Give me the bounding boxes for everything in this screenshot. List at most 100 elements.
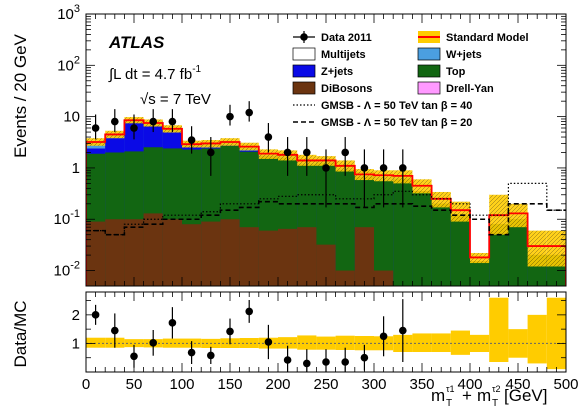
band-segment bbox=[546, 230, 566, 267]
y-axis-label: Events / 20 GeV bbox=[11, 33, 30, 157]
stack-bar bbox=[162, 219, 182, 286]
y-tick-label: 103 bbox=[57, 3, 80, 23]
ratio-point bbox=[149, 330, 157, 356]
ratio-point bbox=[168, 307, 177, 339]
data-point bbox=[187, 126, 196, 154]
ratio-point bbox=[207, 346, 215, 364]
stack-bar bbox=[86, 221, 106, 286]
ratio-y-axis-label: Data/MC bbox=[11, 300, 30, 367]
stack-bar bbox=[105, 219, 125, 286]
data-point bbox=[245, 101, 253, 122]
data-point bbox=[360, 149, 369, 208]
ratio-band-segment bbox=[335, 335, 355, 350]
svg-text:m: m bbox=[477, 386, 491, 405]
stack-bar bbox=[297, 227, 317, 286]
x-tick-label: 150 bbox=[217, 376, 242, 393]
ratio-band-segment bbox=[527, 314, 547, 364]
svg-text:T: T bbox=[446, 398, 452, 409]
svg-text:[GeV]: [GeV] bbox=[504, 386, 547, 405]
data-point bbox=[111, 109, 119, 133]
ratio-band-segment bbox=[489, 297, 509, 362]
legend-item: Drell-Yan bbox=[417, 81, 494, 95]
legend-label: Multijets bbox=[321, 49, 366, 61]
ratio-plot: 1 2 0 50 100 150 200 250 300 350 400 450 500 bbox=[72, 291, 579, 393]
legend-label: DiBosons bbox=[321, 83, 372, 95]
data-point bbox=[303, 137, 311, 176]
x-tick-label: 350 bbox=[409, 376, 434, 393]
ratio-point bbox=[399, 299, 407, 362]
ratio-band-segment bbox=[450, 330, 470, 355]
svg-text:T: T bbox=[492, 398, 498, 409]
svg-text:τ2: τ2 bbox=[492, 384, 501, 394]
legend-label: GMSB - Λ = 50 TeV tan β = 40 bbox=[321, 100, 472, 112]
legend-item: GMSB - Λ = 50 TeV tan β = 20 bbox=[293, 117, 472, 129]
data-point bbox=[283, 137, 292, 176]
stack-bar bbox=[374, 270, 394, 286]
y-tick-label: 1 bbox=[72, 160, 80, 177]
ratio-band-segment bbox=[162, 338, 182, 348]
stack-bar bbox=[431, 203, 451, 286]
ratio-point bbox=[264, 324, 273, 360]
ratio-point bbox=[226, 318, 234, 345]
stack-bar bbox=[470, 261, 490, 286]
stack-bar bbox=[143, 213, 163, 286]
legend-label: Standard Model bbox=[446, 32, 529, 44]
band-segment bbox=[527, 230, 547, 267]
data-point bbox=[264, 123, 273, 153]
legend-label: Drell-Yan bbox=[446, 83, 494, 95]
y-tick-label: 10-1 bbox=[54, 208, 80, 228]
stack-bar bbox=[258, 230, 278, 286]
x-tick-label: 50 bbox=[126, 376, 143, 393]
legend-item: Z+jets bbox=[292, 64, 353, 78]
y-tick-label: 102 bbox=[57, 54, 80, 74]
stack-dibosons bbox=[86, 213, 394, 286]
legend-item: GMSB - Λ = 50 TeV tan β = 40 bbox=[293, 100, 472, 112]
annotations: ATLAS ∫L dt = 4.7 fb-1 √s = 7 TeV bbox=[108, 33, 211, 108]
ratio-band-segment bbox=[546, 297, 566, 370]
ratio-band-segment bbox=[431, 333, 451, 352]
ratio-band-segment bbox=[412, 333, 432, 352]
x-tick-label: 500 bbox=[553, 376, 578, 393]
stack-bar bbox=[278, 228, 298, 286]
legend-label: GMSB - Λ = 50 TeV tan β = 20 bbox=[321, 117, 472, 129]
stack-bar bbox=[489, 224, 509, 286]
band-segment bbox=[508, 203, 528, 228]
stack-bar bbox=[239, 227, 259, 286]
y-tick-label: 10-2 bbox=[54, 260, 80, 280]
svg-text:τ1: τ1 bbox=[446, 384, 455, 394]
legend-label: Top bbox=[446, 66, 466, 78]
ratio-y-tick-label: 2 bbox=[72, 307, 80, 324]
stack-bar bbox=[316, 244, 336, 286]
ratio-band-segment bbox=[297, 335, 317, 350]
legend-item: Multijets bbox=[292, 47, 366, 61]
legend-item: Standard Model bbox=[418, 31, 529, 44]
data-point bbox=[168, 109, 177, 133]
legend-label: W+jets bbox=[446, 49, 482, 61]
ratio-point bbox=[111, 313, 119, 348]
ratio-point bbox=[245, 300, 253, 323]
legend-item: Data 2011 bbox=[293, 31, 372, 44]
data-point bbox=[207, 137, 215, 176]
stack-bar bbox=[374, 180, 394, 286]
x-tick-label: 250 bbox=[313, 376, 338, 393]
stack-bar bbox=[182, 224, 202, 286]
data-point bbox=[130, 114, 138, 140]
ratio-point bbox=[379, 316, 388, 357]
x-tick-label: 400 bbox=[457, 376, 482, 393]
x-tick-label: 450 bbox=[505, 376, 530, 393]
x-tick-label: 100 bbox=[169, 376, 194, 393]
ratio-band-segment bbox=[278, 337, 298, 349]
stack-bar bbox=[354, 227, 374, 286]
x-tick-label: 200 bbox=[265, 376, 290, 393]
legend-label: Z+jets bbox=[321, 66, 353, 78]
legend: Data 2011 Multijets Z+jets DiBosons Standard… bbox=[292, 31, 529, 129]
data-point bbox=[399, 149, 407, 208]
x-axis-label: m T τ1 + m T τ2 [GeV] bbox=[431, 384, 547, 409]
ratio-point bbox=[187, 341, 196, 364]
stack-bar bbox=[393, 179, 413, 286]
legend-label: Data 2011 bbox=[321, 32, 372, 44]
ratio-band-segment bbox=[86, 337, 106, 348]
energy-label: √s = 7 TeV bbox=[140, 91, 211, 108]
stack-bar bbox=[450, 215, 470, 286]
